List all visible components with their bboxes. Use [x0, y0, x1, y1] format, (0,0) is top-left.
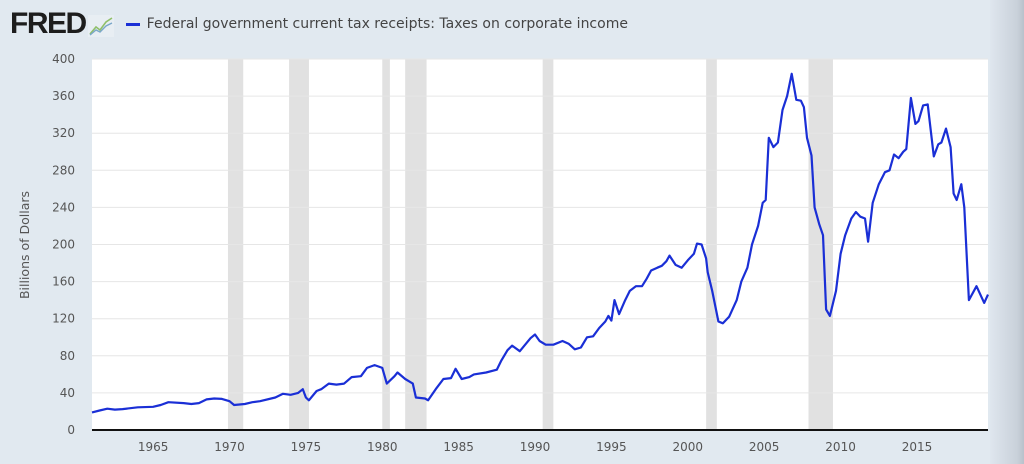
chart-header: FRED Federal government current tax rece…: [10, 7, 628, 40]
y-tick-label: 400: [52, 52, 75, 66]
y-tick-label: 280: [52, 163, 75, 177]
x-tick-label: 1995: [596, 440, 627, 454]
x-tick-label: 1975: [291, 440, 322, 454]
y-tick-label: 80: [60, 349, 75, 363]
y-tick-label: 120: [52, 312, 75, 326]
series-line: [91, 72, 990, 414]
x-tick-label: 1980: [367, 440, 398, 454]
line-chart-icon: [87, 15, 114, 37]
y-axis-ticks: 0 40 80 120 160 200 240 280 320 360 400: [52, 52, 75, 437]
y-tick-label: 40: [60, 386, 75, 400]
y-tick-label: 160: [52, 275, 75, 289]
legend-swatch: [125, 22, 140, 26]
x-tick-label: 2015: [902, 440, 933, 454]
y-tick-label: 360: [52, 89, 75, 103]
fred-logo[interactable]: FRED: [10, 7, 87, 40]
x-tick-label: 1970: [214, 440, 245, 454]
x-axis-ticks: 1965 1970 1975 1980 1985 1990 1995 2000 2005 2010…: [138, 440, 932, 454]
legend: Federal government current tax receipts:…: [125, 16, 628, 32]
gridlines: [92, 58, 988, 394]
x-tick-label: 2010: [825, 440, 856, 454]
x-tick-label: 1990: [520, 440, 551, 454]
y-tick-label: 240: [52, 200, 75, 214]
x-tick-label: 1985: [443, 440, 474, 454]
legend-label: Federal government current tax receipts:…: [146, 16, 628, 32]
y-tick-label: 200: [52, 238, 75, 252]
x-tick-label: 2000: [673, 440, 704, 454]
y-axis-label: Billions of Dollars: [17, 191, 32, 299]
x-tick-label: 2005: [749, 440, 780, 454]
y-tick-label: 320: [52, 126, 75, 140]
scroll-edge: [990, 0, 1024, 464]
y-tick-label: 0: [67, 423, 75, 437]
x-tick-label: 1965: [138, 440, 169, 454]
